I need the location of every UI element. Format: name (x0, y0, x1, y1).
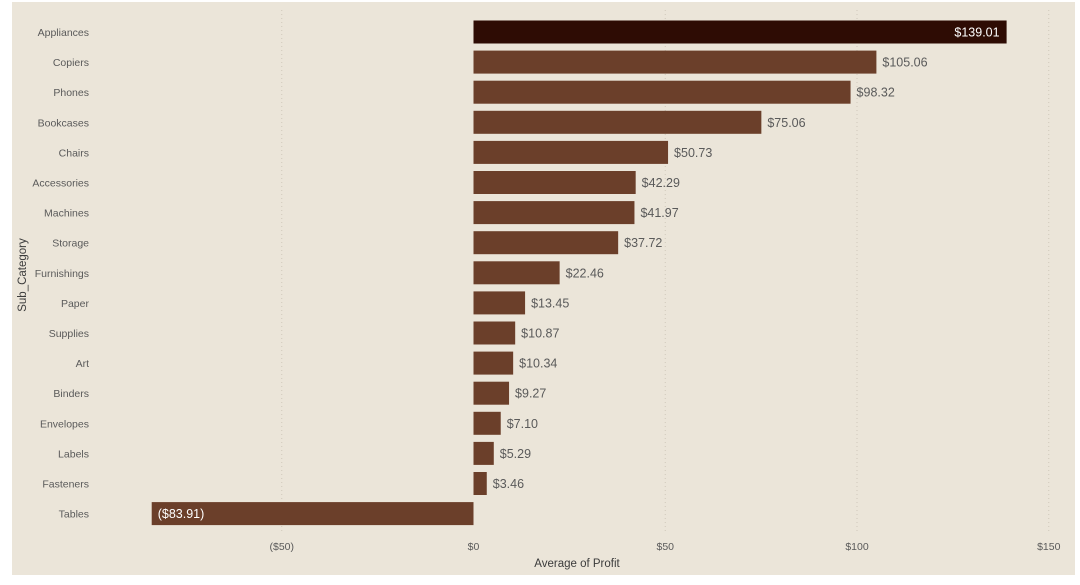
data-label: $98.32 (857, 86, 895, 100)
x-tick-label: ($50) (269, 541, 294, 553)
x-tick-label: $50 (656, 541, 674, 553)
bar[interactable] (473, 351, 514, 375)
data-label: $75.06 (767, 116, 805, 130)
data-label: $3.46 (493, 477, 524, 491)
data-label: $10.87 (521, 327, 559, 341)
x-axis-title: Average of Profit (534, 558, 620, 570)
bar[interactable] (473, 231, 619, 255)
bar[interactable] (473, 171, 636, 194)
bar[interactable] (473, 20, 1007, 44)
bar[interactable] (473, 80, 851, 104)
data-label: $13.45 (531, 296, 569, 310)
y-axis-title: Sub_Category (17, 238, 29, 312)
category-labels: Appliances Copiers Phones Bookcases Chairs Ac… (32, 27, 89, 521)
data-label: $50.73 (674, 146, 712, 160)
bar-chart: Appliances Copiers Phones Bookcases Chairs Ac… (17, 10, 1061, 570)
data-label: $5.29 (500, 447, 531, 461)
x-tick-label: $0 (468, 541, 480, 553)
x-tick-label: $150 (1037, 541, 1061, 553)
data-label: ($83.91) (158, 507, 205, 521)
data-label: $7.10 (507, 417, 538, 431)
category-label: Furnishings (35, 268, 89, 280)
bar[interactable] (473, 140, 669, 164)
x-tick-labels: ($50) $0 $50 $100 $150 (269, 541, 1060, 553)
data-labels: $139.01 $105.06 $98.32 $75.06 $50.73 $42.29 $4… (158, 26, 1000, 522)
category-label: Tables (59, 509, 89, 521)
data-label: $105.06 (882, 56, 927, 70)
gridlines (281, 10, 1050, 534)
category-label: Binders (53, 388, 89, 400)
bar[interactable] (473, 261, 560, 285)
chart-panel: Appliances Copiers Phones Bookcases Chairs Ac… (12, 2, 1075, 575)
bar[interactable] (151, 502, 474, 526)
bar[interactable] (473, 321, 516, 345)
data-label: $22.46 (566, 266, 604, 280)
bar[interactable] (473, 411, 501, 435)
category-label: Bookcases (38, 117, 89, 129)
category-label: Art (76, 358, 90, 370)
category-label: Storage (52, 238, 89, 250)
category-label: Labels (58, 448, 89, 460)
category-label: Chairs (59, 147, 89, 159)
category-label: Machines (44, 208, 89, 220)
category-label: Phones (53, 87, 89, 99)
category-label: Envelopes (40, 418, 89, 430)
bar[interactable] (473, 110, 762, 134)
category-label: Paper (61, 298, 90, 310)
data-label: $10.34 (519, 357, 557, 371)
bar[interactable] (473, 381, 510, 405)
bar[interactable] (473, 50, 877, 74)
category-label: Fasteners (42, 479, 89, 491)
category-label: Supplies (49, 328, 89, 340)
bar[interactable] (473, 441, 494, 465)
category-label: Copiers (53, 57, 89, 69)
category-label: Accessories (32, 178, 89, 190)
data-label: $41.97 (640, 206, 678, 220)
data-label: $37.72 (624, 236, 662, 250)
data-label: $9.27 (515, 387, 546, 401)
bar[interactable] (473, 291, 526, 315)
bar[interactable] (473, 472, 487, 495)
category-label: Appliances (38, 27, 89, 39)
bars (151, 20, 1007, 526)
data-label: $139.01 (954, 26, 999, 40)
data-label: $42.29 (642, 176, 680, 190)
x-tick-label: $100 (845, 541, 869, 553)
bar[interactable] (473, 201, 635, 225)
